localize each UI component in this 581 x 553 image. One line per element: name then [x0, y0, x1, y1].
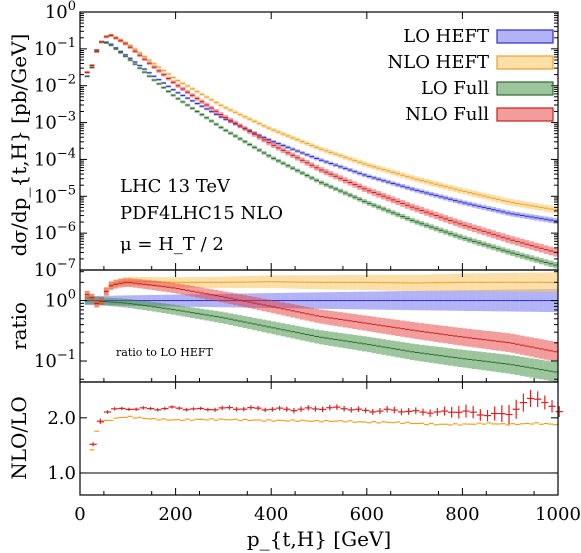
annotation: LHC 13 TeV PDF4LHC15 NLO μ = H_T / 2 — [120, 176, 283, 255]
ratio-band-lo-full — [84, 296, 558, 382]
x-tick-label: 600 — [350, 504, 384, 525]
x-tick-label: 0 — [74, 504, 85, 525]
band-lo-full — [84, 40, 558, 269]
y-tick-label: 100 — [45, 0, 76, 23]
main-panel: 100 10−1 10−2 10−3 10−4 10−5 10−6 10−7 dσ/dp_{t… — [7, 0, 559, 281]
annotation-line-1: LHC 13 TeV — [120, 176, 231, 197]
ratio-note: ratio to LO HEFT — [116, 346, 213, 359]
kfactor-panel: 1.0 2.0 0 200 400 600 800 1000 NLO/LO p_{t,H} [… — [7, 12, 581, 551]
ratio-bands — [84, 272, 558, 382]
y-tick-label: 10−2 — [34, 73, 76, 97]
x-tick-label: 1000 — [535, 504, 581, 525]
legend-swatch — [496, 29, 554, 44]
ratio-ylabel: ratio — [7, 302, 31, 350]
legend: LO HEFT NLO HEFT LO Full NLO Full — [387, 26, 554, 125]
x-tick-label: 800 — [445, 504, 479, 525]
ratio-band-nlo-full — [84, 278, 558, 362]
main-bands — [84, 33, 558, 269]
main-ylabel: dσ/dp_{t,H} [pb/GeV] — [7, 34, 31, 257]
x-tick-label: 400 — [254, 504, 288, 525]
y-tick-label: 10−1 — [34, 36, 76, 60]
annotation-line-3: μ = H_T / 2 — [120, 234, 224, 255]
band-nlo-full — [84, 33, 558, 257]
annotation-line-2: PDF4LHC15 NLO — [120, 203, 283, 224]
legend-label: NLO Full — [405, 104, 489, 125]
y-tick-label: 10−6 — [34, 220, 76, 244]
legend-swatch — [496, 81, 554, 96]
kfactor-y-tick-label: 2.0 — [47, 408, 76, 429]
legend-label: NLO HEFT — [387, 52, 489, 73]
y-tick-label: 10−4 — [34, 146, 76, 170]
kfactor-ylabel: NLO/LO — [7, 396, 31, 480]
legend-label: LO Full — [421, 78, 489, 99]
x-axis-label: p_{t,H} [GeV] — [247, 527, 391, 551]
kfactor-points — [80, 389, 563, 474]
legend-label: LO HEFT — [403, 26, 489, 47]
y-tick-label: 10−3 — [34, 110, 76, 134]
legend-swatch — [496, 107, 554, 122]
y-tick-label: 10−7 — [34, 257, 76, 281]
kfactor-axes: 1.0 2.0 0 200 400 600 800 1000 — [47, 12, 581, 525]
legend-swatch — [496, 55, 554, 70]
y-tick-label: 10−5 — [34, 183, 76, 207]
x-tick-label: 200 — [158, 504, 192, 525]
ratio-y-tick-label: 10−1 — [34, 348, 76, 372]
kfactor-y-tick-label: 1.0 — [47, 463, 76, 484]
kfactor-frame — [79, 381, 559, 496]
ratio-y-tick-label: 100 — [45, 288, 76, 312]
ratio-panel: 100 10−1 ratio ratio to LO HEFT — [7, 269, 559, 383]
